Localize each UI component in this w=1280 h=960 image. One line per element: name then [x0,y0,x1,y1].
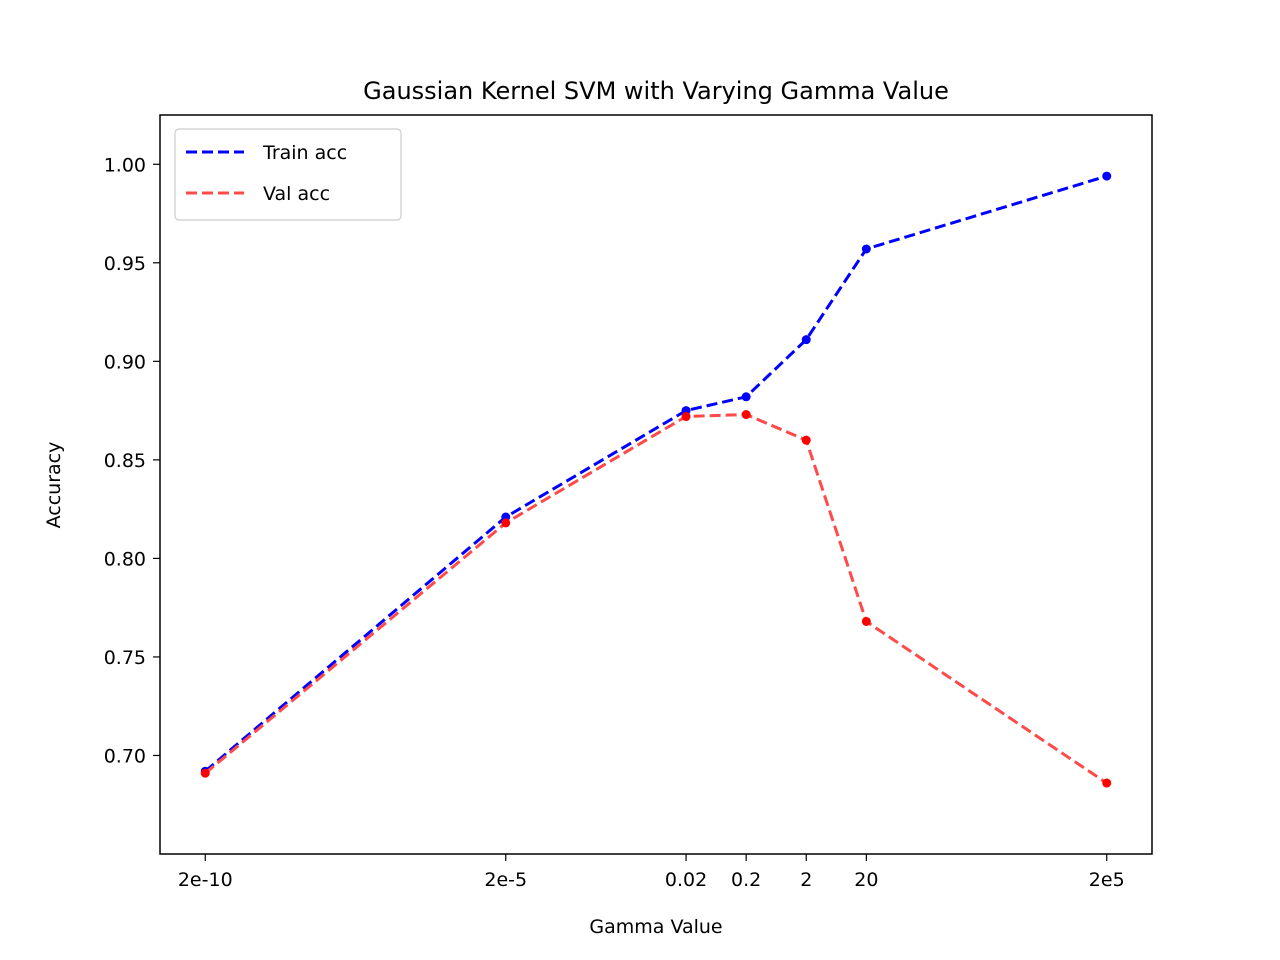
data-point-val [681,412,691,422]
data-point-val [861,616,871,626]
x-tick-label: 20 [854,869,878,891]
legend-entry: Val acc [263,183,330,205]
data-point-train [741,392,751,402]
data-point-train [801,335,811,345]
y-tick-label: 0.70 [104,745,146,767]
x-tick-label: 2e-5 [484,869,527,891]
plot-area [200,171,1112,788]
y-tick-label: 0.85 [104,450,146,472]
legend-entry: Train acc [262,142,347,164]
data-point-train [861,244,871,254]
axes-frame [159,114,1153,855]
y-tick-label: 0.75 [104,647,146,669]
data-point-val [501,518,511,528]
y-axis-label: Accuracy [43,442,65,529]
data-point-val [200,768,210,778]
x-axis-label: Gamma Value [589,916,722,938]
chart-title: Gaussian Kernel SVM with Varying Gamma V… [363,77,949,105]
x-tick-label: 0.2 [731,869,761,891]
y-tick-label: 0.95 [104,253,146,275]
legend-box [174,128,402,221]
data-point-val [741,410,751,420]
x-tick-label: 2 [800,869,812,891]
y-tick-label: 0.80 [104,548,146,570]
series-line-train [204,174,1108,773]
x-tick-label: 2e5 [1089,869,1125,891]
data-point-val [1102,778,1112,788]
data-point-val [801,435,811,445]
legend: Train acc Val acc [174,128,402,221]
data-point-train [1102,171,1112,181]
y-tick-label: 1.00 [104,154,146,176]
x-tick-label: 2e-10 [178,869,233,891]
series-line-val [204,412,1108,785]
y-tick-label: 0.90 [104,351,146,373]
x-tick-label: 0.02 [665,869,707,891]
